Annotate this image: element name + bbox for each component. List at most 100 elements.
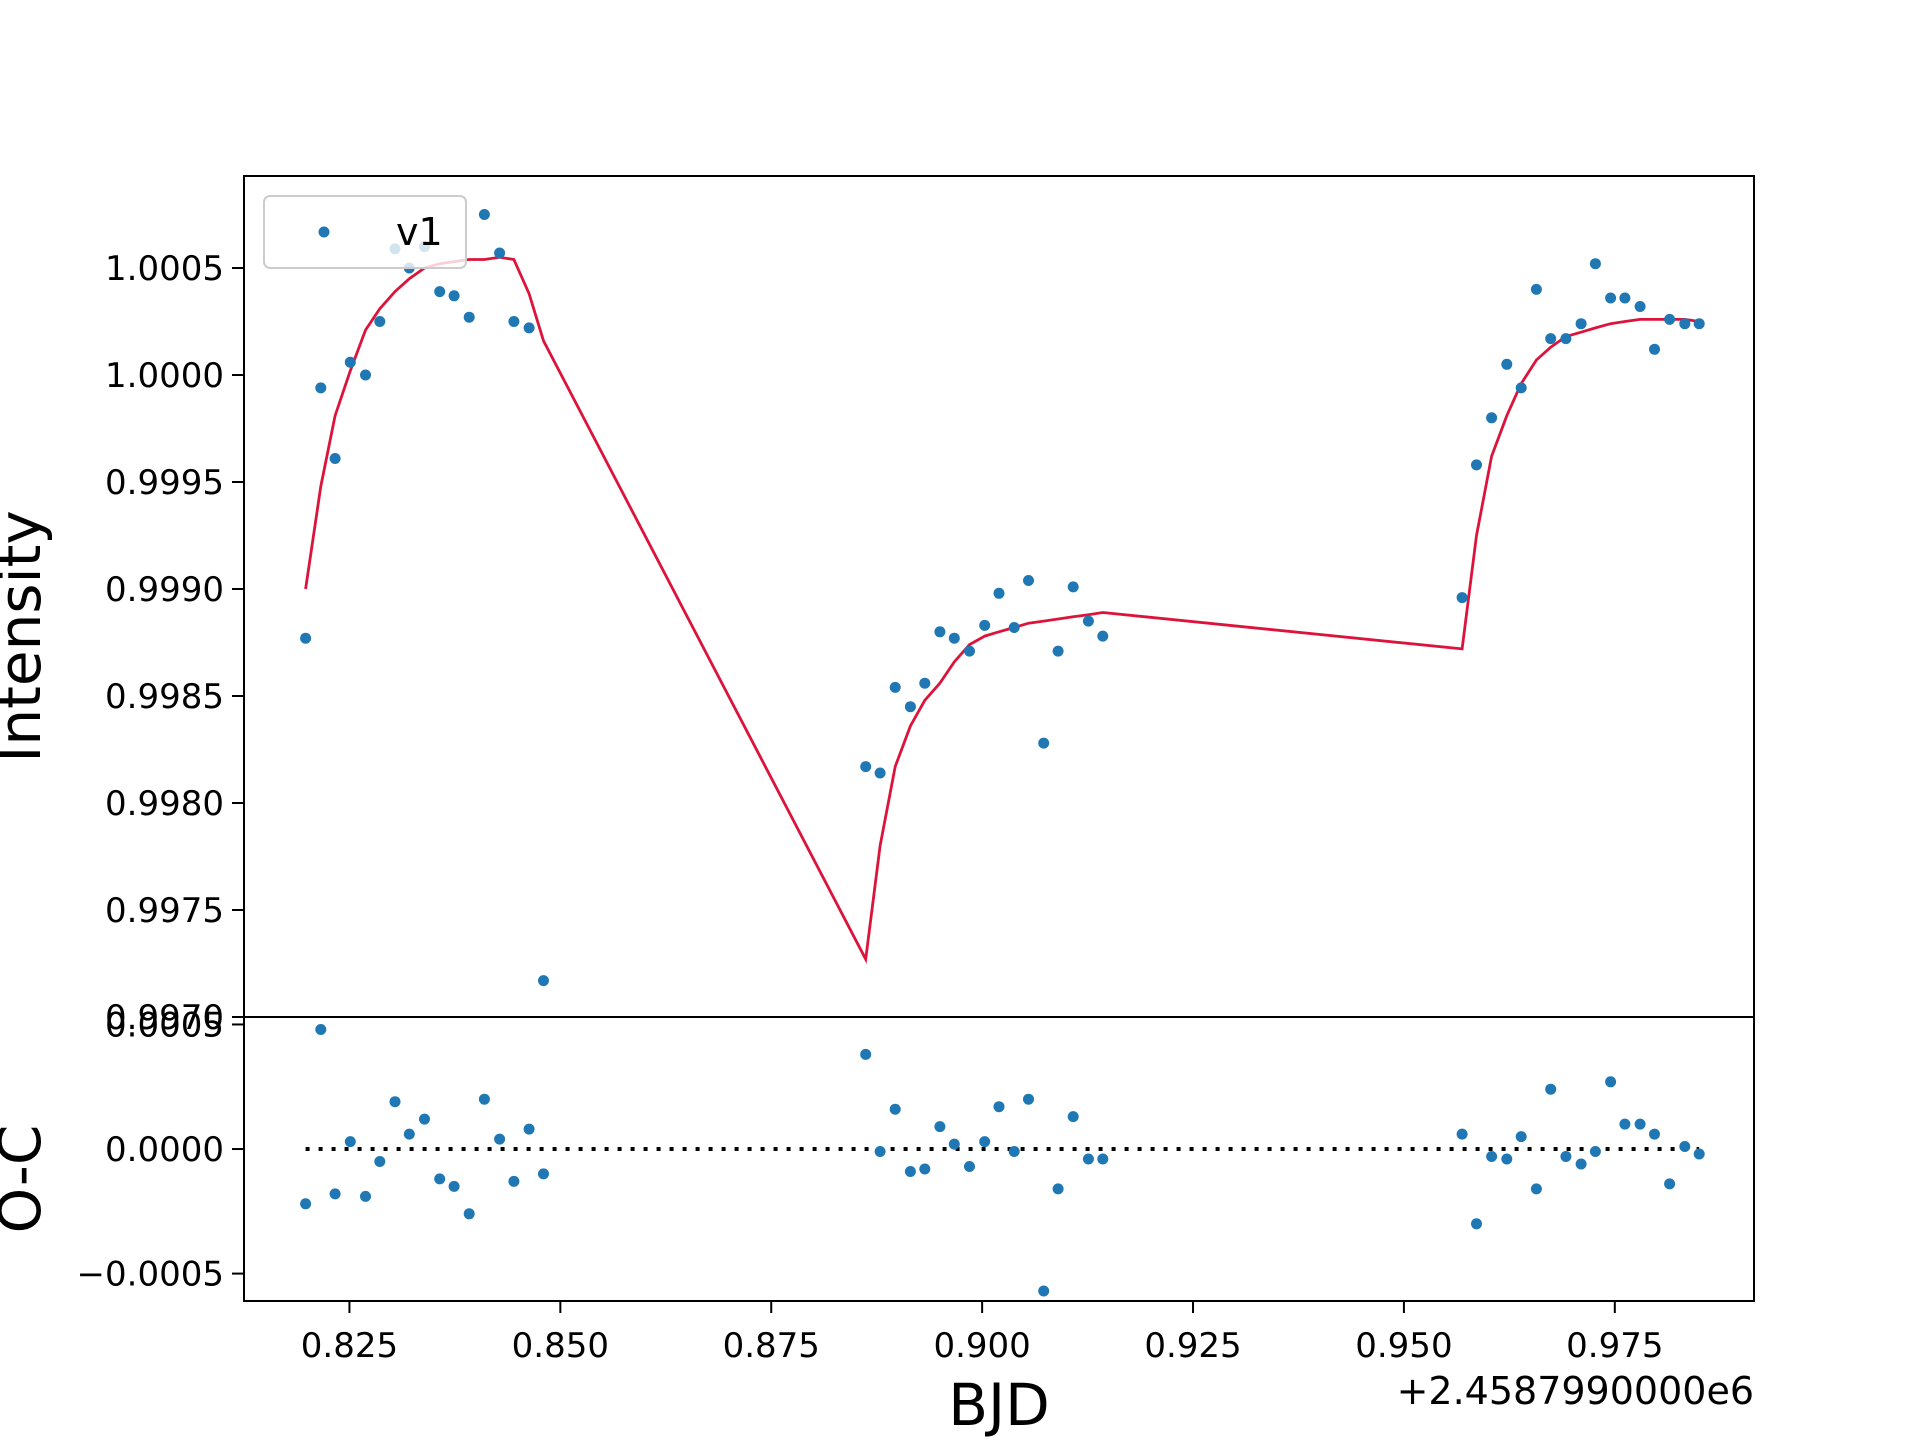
x-tick-label: 0.950 [1355, 1326, 1452, 1366]
data-point [1082, 615, 1094, 627]
residual-point [419, 1113, 430, 1125]
residual-point [478, 1093, 490, 1105]
legend-box [263, 195, 467, 269]
data-point [1560, 333, 1572, 345]
residual-point [1619, 1118, 1631, 1130]
residual-point [1471, 1218, 1482, 1230]
data-point [1530, 283, 1542, 295]
residual-point [434, 1173, 446, 1185]
residual-point [1560, 1151, 1572, 1162]
residual-point [300, 1198, 312, 1210]
top-y-tick-label: 1.0005 [105, 249, 224, 289]
data-point [1649, 343, 1660, 355]
residual-point [1664, 1178, 1676, 1190]
data-point [1038, 737, 1050, 749]
residual-point [315, 1024, 327, 1035]
top-y-tick-label: 0.9985 [105, 677, 224, 717]
bottom-y-tick-label: 0.0005 [105, 1005, 224, 1045]
x-tick-label: 0.975 [1566, 1326, 1663, 1366]
top-y-tick-label: 0.9980 [105, 784, 224, 824]
data-point [1664, 313, 1676, 325]
data-point [1008, 622, 1020, 633]
residual-point [1097, 1153, 1109, 1165]
bottom-panel: −0.0005 0.0000 0.0005 O-C [0, 1005, 1755, 1302]
data-point [1097, 630, 1109, 642]
residual-point [1530, 1183, 1542, 1195]
data-point [889, 681, 901, 693]
residual-point [360, 1190, 371, 1202]
residual-point [1501, 1153, 1513, 1165]
bottom-y-tick-label: 0.0000 [105, 1130, 224, 1170]
x-ticks: 0.825 0.850 0.875 0.900 0.925 0.950 0.975 [301, 1301, 1663, 1366]
residual-point [523, 1123, 535, 1135]
data-point [964, 645, 975, 657]
data-point [993, 587, 1005, 599]
data-point [1023, 575, 1034, 586]
data-point [1605, 292, 1617, 304]
data-point [538, 975, 549, 987]
bottom-panel-frame [243, 1016, 1755, 1302]
data-point [1619, 292, 1631, 304]
residual-point [1023, 1093, 1034, 1105]
residual-point [1679, 1141, 1691, 1152]
top-data-points [300, 209, 1705, 987]
data-point [508, 316, 520, 327]
residual-point [1456, 1128, 1468, 1140]
data-point [448, 290, 460, 302]
data-point [874, 767, 886, 779]
top-y-ticks: 0.9970 0.9975 0.9980 0.9985 0.9990 0.9995 1.00… [105, 249, 244, 1038]
data-point [1589, 258, 1601, 270]
data-point [948, 632, 960, 644]
data-point [1052, 645, 1064, 657]
residual-point [860, 1048, 872, 1060]
data-point [860, 761, 872, 773]
residual-point [1634, 1118, 1646, 1130]
data-point [463, 311, 475, 323]
residual-point [1589, 1146, 1601, 1157]
data-point [329, 453, 341, 464]
residual-point [344, 1136, 356, 1148]
x-axis-offset-label: +2.4587990000e6 [1397, 1369, 1754, 1413]
x-tick-label: 0.875 [723, 1326, 820, 1366]
residual-point [374, 1156, 386, 1167]
residual-point [494, 1133, 506, 1145]
residual-point [979, 1136, 991, 1148]
residual-points [300, 1024, 1705, 1297]
data-point [300, 632, 312, 644]
residual-point [993, 1101, 1005, 1113]
residual-point [874, 1146, 886, 1157]
residual-point [538, 1168, 549, 1180]
residual-point [1693, 1148, 1705, 1160]
data-point [374, 316, 386, 327]
x-tick-label: 0.925 [1144, 1326, 1241, 1366]
residual-point [1605, 1076, 1617, 1088]
data-point [434, 286, 446, 298]
data-point [1679, 318, 1691, 330]
top-y-axis-label: Intensity [0, 510, 54, 762]
data-point [1067, 581, 1079, 593]
legend-marker-v1 [318, 226, 330, 238]
data-point [315, 382, 327, 394]
data-point [523, 322, 535, 334]
top-y-tick-label: 0.9975 [105, 891, 224, 931]
residual-point [448, 1180, 460, 1192]
residual-point [463, 1208, 475, 1220]
residual-point [948, 1138, 960, 1150]
residual-point [889, 1103, 901, 1115]
data-point [1634, 301, 1646, 312]
residual-point [1575, 1158, 1587, 1170]
residual-point [1515, 1131, 1527, 1143]
residual-point [919, 1163, 931, 1175]
legend: v1 [263, 195, 467, 269]
residual-point [1082, 1153, 1094, 1165]
bottom-y-tick-label: −0.0005 [77, 1255, 224, 1295]
data-point [919, 677, 931, 689]
data-point [1471, 459, 1482, 471]
data-point [1501, 358, 1513, 370]
residual-point [1486, 1151, 1498, 1162]
residual-point [389, 1096, 401, 1108]
data-point [478, 209, 490, 220]
x-axis-label: BJD [948, 1371, 1050, 1439]
data-point [1693, 318, 1705, 330]
